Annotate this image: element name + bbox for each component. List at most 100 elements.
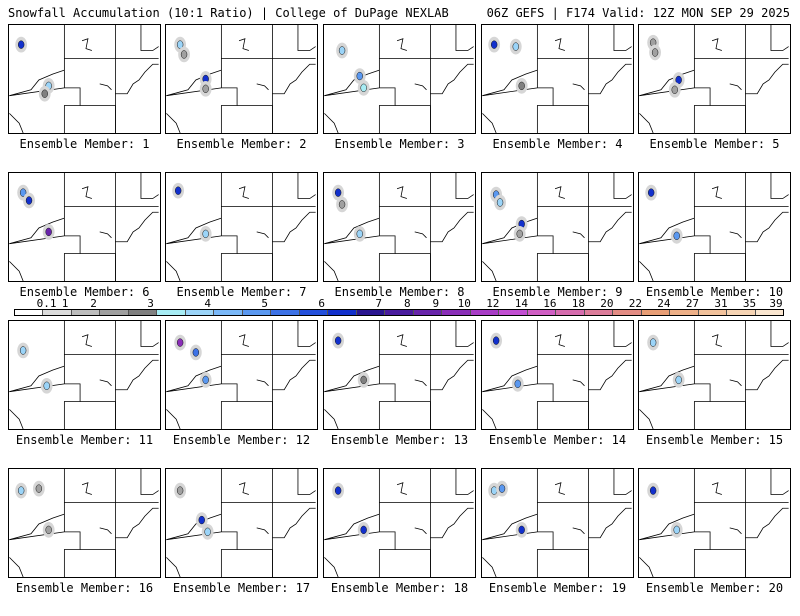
state-boundary bbox=[140, 25, 159, 51]
state-boundary bbox=[711, 482, 722, 495]
state-boundary bbox=[710, 105, 746, 133]
state-boundary bbox=[140, 173, 159, 199]
state-boundary bbox=[639, 531, 695, 541]
member-label: Ensemble Member: 6 bbox=[19, 285, 150, 299]
state-boundary bbox=[536, 87, 554, 133]
state-boundary bbox=[639, 235, 695, 245]
member-label: Ensemble Member: 8 bbox=[334, 285, 465, 299]
ensemble-panel-5: Ensemble Member: 5 bbox=[638, 24, 791, 172]
state-boundary bbox=[80, 401, 116, 429]
snow-blob bbox=[43, 381, 50, 390]
colorbar-swatch bbox=[100, 310, 129, 315]
panel-map bbox=[481, 320, 634, 430]
state-boundary bbox=[81, 186, 92, 199]
colorbar-tick-label: 5 bbox=[261, 297, 268, 310]
panel-map-svg bbox=[482, 321, 632, 429]
colorbar-tick-label: 35 bbox=[742, 297, 757, 310]
state-boundary bbox=[745, 507, 789, 539]
colorbar-swatch bbox=[698, 310, 728, 315]
panel-map-svg bbox=[9, 321, 159, 429]
member-label: Ensemble Member: 19 bbox=[488, 581, 627, 595]
state-boundary bbox=[588, 211, 632, 243]
state-boundary bbox=[482, 217, 538, 245]
colorbar-swatch bbox=[670, 310, 699, 315]
colorbar-tick-label: 39 bbox=[769, 297, 783, 310]
state-boundary bbox=[639, 217, 695, 245]
state-boundary bbox=[430, 359, 474, 391]
colorbar-swatch bbox=[499, 310, 528, 315]
member-label: Ensemble Member: 11 bbox=[15, 433, 154, 447]
state-boundary bbox=[639, 513, 695, 541]
colorbar-swatch bbox=[185, 310, 215, 315]
panel-map bbox=[165, 468, 318, 578]
colorbar-swatch bbox=[328, 310, 357, 315]
state-boundary bbox=[80, 253, 116, 281]
ensemble-panel-2: Ensemble Member: 2 bbox=[165, 24, 318, 172]
snow-blob bbox=[516, 229, 523, 239]
panel-map-svg bbox=[166, 469, 316, 577]
state-boundary bbox=[9, 531, 65, 541]
state-boundary bbox=[711, 186, 722, 199]
ensemble-panel-6: Ensemble Member: 6 bbox=[8, 172, 161, 320]
snow-blob bbox=[19, 346, 27, 355]
ensemble-panel-18: Ensemble Member: 18 bbox=[323, 468, 476, 616]
state-boundary bbox=[166, 383, 222, 393]
snow-blob bbox=[356, 71, 363, 81]
state-boundary bbox=[553, 549, 589, 577]
snow-blob bbox=[671, 85, 678, 94]
state-boundary bbox=[482, 557, 497, 577]
snow-blob bbox=[647, 188, 655, 197]
panel-map-svg bbox=[639, 321, 789, 429]
state-boundary bbox=[237, 253, 273, 281]
state-boundary bbox=[324, 87, 380, 97]
ensemble-panel-16: Ensemble Member: 16 bbox=[8, 468, 161, 616]
panel-map bbox=[8, 24, 161, 134]
state-boundary bbox=[613, 173, 632, 199]
colorbar-tick-label: 4 bbox=[204, 297, 211, 310]
ensemble-panel-15: Ensemble Member: 15 bbox=[638, 320, 791, 468]
state-boundary bbox=[80, 105, 116, 133]
colorbar-tick-label: 8 bbox=[403, 297, 411, 310]
panel-map-svg bbox=[639, 173, 789, 281]
state-boundary bbox=[9, 69, 65, 97]
colorbar-swatch bbox=[641, 310, 671, 315]
colorbar-swatch bbox=[755, 310, 784, 315]
state-boundary bbox=[613, 469, 632, 495]
state-boundary bbox=[711, 334, 722, 347]
state-boundary bbox=[81, 334, 92, 347]
state-boundary bbox=[613, 321, 632, 347]
state-boundary bbox=[166, 235, 222, 245]
state-boundary bbox=[324, 557, 339, 577]
colorbar-swatch bbox=[157, 310, 186, 315]
title-right: 06Z GEFS | F174 Valid: 12Z MON SEP 29 20… bbox=[486, 6, 790, 20]
state-boundary bbox=[81, 38, 92, 51]
ensemble-panel-1: Ensemble Member: 1 bbox=[8, 24, 161, 172]
state-boundary bbox=[237, 401, 273, 429]
state-boundary bbox=[639, 87, 695, 97]
colorbar-swatch bbox=[15, 310, 44, 315]
state-boundary bbox=[553, 105, 589, 133]
colorbar: 0.1 1 2 3 4 5 6 7 8 9 10 12 14 16 18 20 22 24 27 31 35 39 bbox=[14, 298, 784, 318]
state-boundary bbox=[572, 379, 585, 387]
panel-map bbox=[481, 172, 634, 282]
ensemble-panel-19: Ensemble Member: 19 bbox=[481, 468, 634, 616]
state-boundary bbox=[455, 173, 474, 199]
panel-map-svg bbox=[639, 25, 789, 133]
state-boundary bbox=[297, 321, 316, 347]
state-boundary bbox=[238, 334, 249, 347]
state-boundary bbox=[588, 359, 632, 391]
panel-map bbox=[481, 468, 634, 578]
state-boundary bbox=[414, 83, 427, 91]
state-boundary bbox=[324, 217, 380, 245]
member-label: Ensemble Member: 12 bbox=[172, 433, 311, 447]
snow-blob bbox=[202, 84, 209, 93]
panel-map bbox=[323, 172, 476, 282]
state-boundary bbox=[710, 549, 746, 577]
state-boundary bbox=[455, 321, 474, 347]
state-boundary bbox=[324, 113, 339, 133]
snow-blob bbox=[675, 375, 682, 385]
state-boundary bbox=[770, 173, 789, 199]
snow-blob bbox=[202, 229, 209, 239]
colorbar-tick-label: 14 bbox=[514, 297, 528, 310]
state-boundary bbox=[745, 63, 789, 95]
